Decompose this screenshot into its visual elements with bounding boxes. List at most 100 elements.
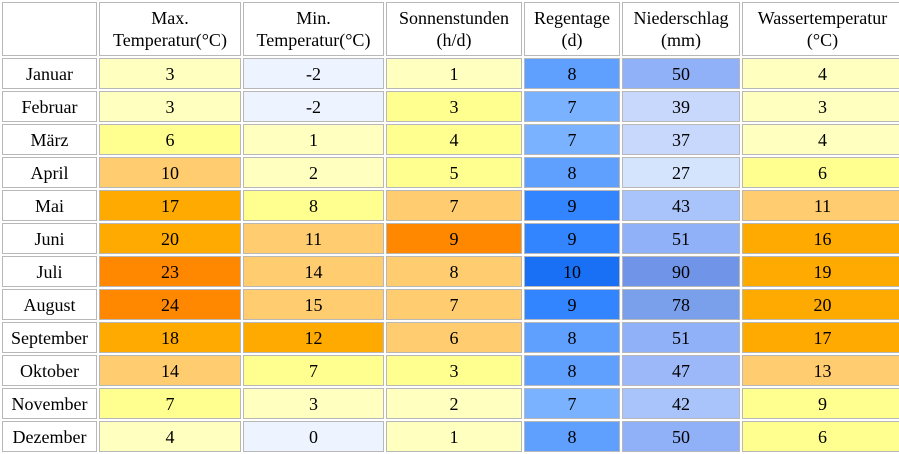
cell-min-temp: 3: [243, 388, 384, 419]
header-line1: Niederschlag: [633, 8, 729, 28]
cell-precipitation: 42: [622, 388, 740, 419]
month-label: August: [2, 289, 97, 320]
month-label: Mai: [2, 190, 97, 221]
cell-rain-days: 9: [524, 190, 620, 221]
cell-sun-hours: 3: [386, 91, 522, 122]
table-row: Januar 3 -2 1 8 50 4: [2, 58, 899, 89]
cell-max-temp: 3: [99, 91, 241, 122]
table-row: August 24 15 7 9 78 20: [2, 289, 899, 320]
header-line1: Min.: [296, 8, 331, 28]
table-row: November 7 3 2 7 42 9: [2, 388, 899, 419]
cell-sun-hours: 3: [386, 355, 522, 386]
cell-precipitation: 47: [622, 355, 740, 386]
cell-max-temp: 6: [99, 124, 241, 155]
cell-water-temp: 6: [742, 421, 899, 452]
cell-rain-days: 8: [524, 322, 620, 353]
month-label: Juni: [2, 223, 97, 254]
cell-min-temp: -2: [243, 91, 384, 122]
cell-sun-hours: 1: [386, 421, 522, 452]
header-line1: Regentage: [534, 8, 610, 28]
header-line2: (h/d): [436, 30, 472, 50]
cell-max-temp: 14: [99, 355, 241, 386]
cell-min-temp: 0: [243, 421, 384, 452]
table-body: Januar 3 -2 1 8 50 4 Februar 3 -2 3 7 39 3 März 6 1 4 7 37 4…: [2, 58, 899, 452]
header-line2: Temperatur(°C): [113, 30, 227, 50]
cell-max-temp: 7: [99, 388, 241, 419]
header-min-temp: Min. Temperatur(°C): [243, 2, 384, 56]
cell-min-temp: -2: [243, 58, 384, 89]
header-row: Max. Temperatur(°C) Min. Temperatur(°C) So…: [2, 2, 899, 56]
cell-min-temp: 7: [243, 355, 384, 386]
cell-max-temp: 10: [99, 157, 241, 188]
cell-water-temp: 20: [742, 289, 899, 320]
table-row: Juni 20 11 9 9 51 16: [2, 223, 899, 254]
month-label: September: [2, 322, 97, 353]
header-rain-days: Regentage (d): [524, 2, 620, 56]
table-row: September 18 12 6 8 51 17: [2, 322, 899, 353]
header-line1: Sonnenstunden: [399, 8, 509, 28]
header-line2: (d): [561, 30, 583, 50]
header-line2: Temperatur(°C): [256, 30, 371, 50]
cell-precipitation: 51: [622, 322, 740, 353]
cell-water-temp: 19: [742, 256, 899, 287]
cell-rain-days: 8: [524, 157, 620, 188]
cell-min-temp: 15: [243, 289, 384, 320]
cell-rain-days: 9: [524, 223, 620, 254]
cell-precipitation: 90: [622, 256, 740, 287]
cell-rain-days: 7: [524, 124, 620, 155]
cell-water-temp: 6: [742, 157, 899, 188]
cell-rain-days: 7: [524, 91, 620, 122]
header-line1: Wassertemperatur: [757, 8, 888, 28]
cell-rain-days: 10: [524, 256, 620, 287]
header-line1: Max.: [151, 8, 189, 28]
cell-water-temp: 17: [742, 322, 899, 353]
month-label: Oktober: [2, 355, 97, 386]
table-row: Oktober 14 7 3 8 47 13: [2, 355, 899, 386]
header-line2: (mm): [661, 30, 701, 50]
month-label: Februar: [2, 91, 97, 122]
cell-precipitation: 50: [622, 58, 740, 89]
cell-precipitation: 37: [622, 124, 740, 155]
cell-min-temp: 14: [243, 256, 384, 287]
month-label: Dezember: [2, 421, 97, 452]
cell-max-temp: 4: [99, 421, 241, 452]
cell-sun-hours: 9: [386, 223, 522, 254]
cell-water-temp: 9: [742, 388, 899, 419]
table-row: April 10 2 5 8 27 6: [2, 157, 899, 188]
table-row: März 6 1 4 7 37 4: [2, 124, 899, 155]
table-row: Februar 3 -2 3 7 39 3: [2, 91, 899, 122]
table-row: Dezember 4 0 1 8 50 6: [2, 421, 899, 452]
cell-water-temp: 4: [742, 58, 899, 89]
month-label: März: [2, 124, 97, 155]
cell-rain-days: 7: [524, 388, 620, 419]
header-max-temp: Max. Temperatur(°C): [99, 2, 241, 56]
cell-rain-days: 8: [524, 421, 620, 452]
cell-min-temp: 2: [243, 157, 384, 188]
cell-sun-hours: 6: [386, 322, 522, 353]
cell-max-temp: 3: [99, 58, 241, 89]
cell-rain-days: 8: [524, 58, 620, 89]
cell-min-temp: 8: [243, 190, 384, 221]
cell-sun-hours: 7: [386, 289, 522, 320]
cell-max-temp: 17: [99, 190, 241, 221]
corner-cell: [2, 2, 97, 56]
cell-sun-hours: 7: [386, 190, 522, 221]
cell-water-temp: 13: [742, 355, 899, 386]
cell-sun-hours: 5: [386, 157, 522, 188]
header-water-temp: Wassertemperatur (°C): [742, 2, 899, 56]
cell-water-temp: 11: [742, 190, 899, 221]
cell-precipitation: 43: [622, 190, 740, 221]
cell-max-temp: 20: [99, 223, 241, 254]
cell-precipitation: 51: [622, 223, 740, 254]
header-sun-hours: Sonnenstunden (h/d): [386, 2, 522, 56]
cell-min-temp: 1: [243, 124, 384, 155]
cell-precipitation: 27: [622, 157, 740, 188]
table-row: Juli 23 14 8 10 90 19: [2, 256, 899, 287]
cell-max-temp: 18: [99, 322, 241, 353]
cell-rain-days: 9: [524, 289, 620, 320]
cell-precipitation: 78: [622, 289, 740, 320]
cell-min-temp: 12: [243, 322, 384, 353]
cell-water-temp: 4: [742, 124, 899, 155]
month-label: Januar: [2, 58, 97, 89]
